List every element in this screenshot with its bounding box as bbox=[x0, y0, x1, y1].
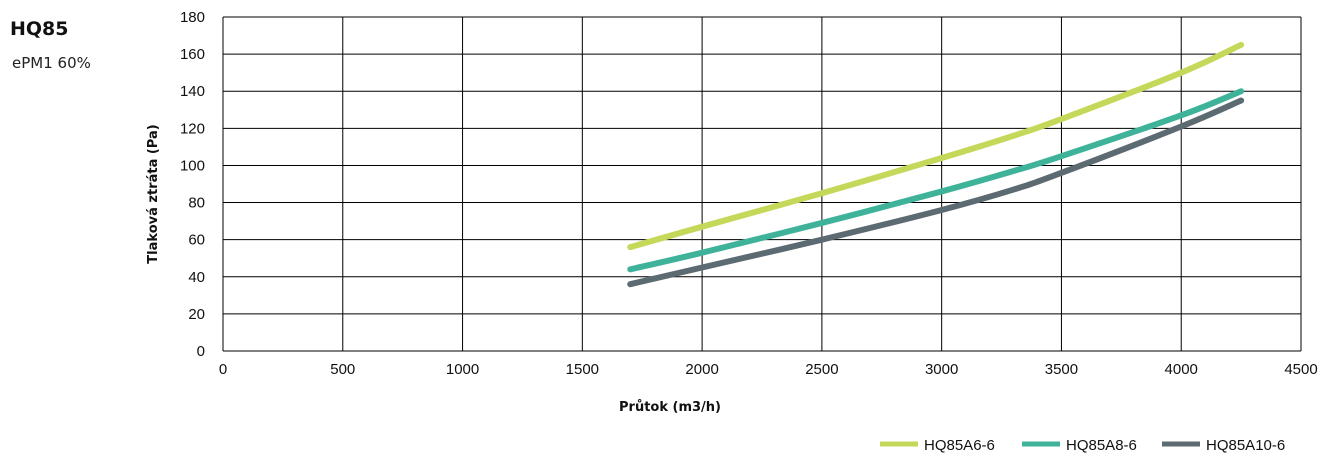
x-axis-label: Průtok (m3/h) bbox=[619, 400, 721, 415]
y-tick-label: 140 bbox=[180, 83, 205, 100]
x-tick-label: 500 bbox=[330, 361, 355, 378]
series-line-hq85a6-6 bbox=[627, 41, 1245, 251]
chart-title: HQ85 bbox=[10, 18, 69, 40]
x-tick-label: 4000 bbox=[1165, 361, 1198, 378]
y-tick-label: 160 bbox=[180, 46, 205, 63]
x-tick-label: 3000 bbox=[925, 361, 958, 378]
series-line-hq85a10-6 bbox=[627, 97, 1245, 288]
y-tick-label: 180 bbox=[180, 9, 205, 26]
legend: HQ85A6-6 HQ85A8-6 HQ85A10-6 bbox=[880, 437, 1285, 454]
y-tick-label: 80 bbox=[188, 195, 205, 212]
x-tick-label: 0 bbox=[219, 361, 227, 378]
grid bbox=[222, 16, 1302, 352]
y-tick-label: 20 bbox=[188, 306, 205, 323]
y-tick-label: 60 bbox=[188, 232, 205, 249]
x-tick-label: 1500 bbox=[566, 361, 599, 378]
x-tick-label: 4500 bbox=[1284, 361, 1317, 378]
axis-ticks: 0 500 1000 1500 2000 2500 3000 3500 4000 4500 0 20 4… bbox=[180, 9, 1318, 378]
series-lines bbox=[627, 41, 1245, 288]
chart-subtitle: ePM1 60% bbox=[12, 54, 91, 72]
y-axis-label: Tlaková ztráta (Pa) bbox=[146, 124, 161, 263]
y-tick-label: 0 bbox=[197, 343, 205, 360]
x-tick-label: 2500 bbox=[805, 361, 838, 378]
x-tick-label: 2000 bbox=[685, 361, 718, 378]
y-tick-label: 40 bbox=[188, 269, 205, 286]
x-tick-label: 1000 bbox=[446, 361, 479, 378]
x-tick-label: 3500 bbox=[1045, 361, 1078, 378]
y-tick-label: 120 bbox=[180, 120, 205, 137]
legend-label: HQ85A10-6 bbox=[1206, 437, 1285, 454]
legend-label: HQ85A6-6 bbox=[924, 437, 995, 454]
y-tick-label: 100 bbox=[180, 157, 205, 174]
legend-label: HQ85A8-6 bbox=[1066, 437, 1137, 454]
series-line-hq85a8-6 bbox=[627, 88, 1245, 273]
